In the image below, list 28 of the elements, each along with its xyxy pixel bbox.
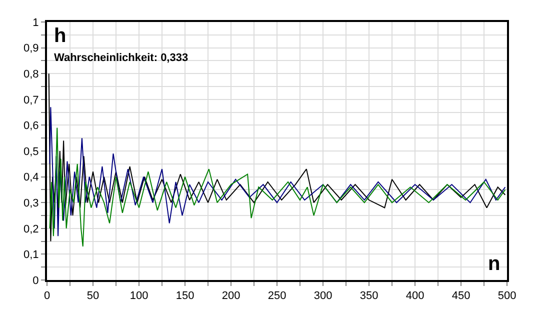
y-tick-label: 0,3: [24, 197, 39, 210]
annotation: Wahrscheinlichkeit: 0,333: [54, 52, 188, 64]
x-tick-label: 450: [452, 290, 470, 302]
y-tick-label: 0,8: [24, 68, 39, 80]
y-tick-label: 0,5: [24, 146, 39, 158]
x-tick-label: 300: [314, 290, 332, 302]
x-tick-label: 150: [176, 290, 194, 302]
y-tick-label: 0,4: [24, 172, 39, 184]
x-tick-label: 0: [44, 290, 50, 302]
x-tick-label: 100: [130, 290, 148, 302]
y-tick-label: 0: [32, 274, 39, 287]
x-tick-label: 400: [406, 290, 424, 302]
x-axis-title: n: [488, 253, 500, 275]
y-tick-label: 0,6: [24, 120, 39, 132]
x-tick-label: 250: [268, 290, 286, 302]
line-series: [48, 73, 506, 242]
y-tick-label: 0,2: [24, 223, 39, 236]
line-series: [49, 106, 506, 237]
y-tick-label: 0,7: [24, 94, 39, 106]
x-tick-label: 200: [222, 290, 240, 302]
y-tick-label: 0,9: [24, 42, 39, 55]
line-series: [49, 127, 506, 247]
y-axis-title: h: [54, 25, 66, 47]
x-tick-label: 500: [498, 290, 516, 302]
x-tick-label: 50: [86, 290, 100, 302]
x-tick-label: 350: [360, 290, 378, 302]
y-tick-label: 1: [32, 16, 39, 29]
y-tick-label: 0,1: [24, 249, 39, 262]
